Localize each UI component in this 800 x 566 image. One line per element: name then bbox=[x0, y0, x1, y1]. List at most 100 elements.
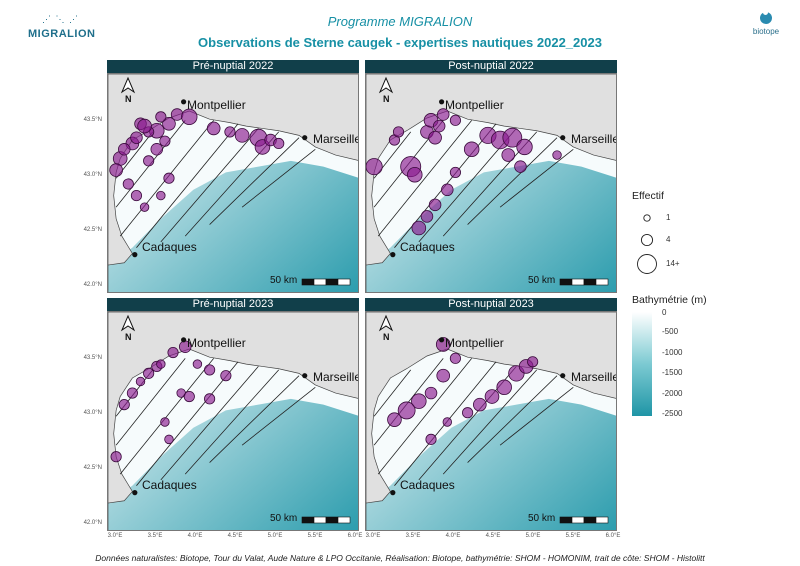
observation-marker bbox=[122, 178, 134, 190]
migralion-logo-text: MIGRALION bbox=[28, 28, 96, 40]
transect-line bbox=[119, 358, 214, 475]
bathymetry-tick: -1500 bbox=[662, 368, 683, 377]
effectif-symbol-large bbox=[637, 254, 657, 274]
observation-marker bbox=[501, 148, 516, 162]
bathymetry-tick: -2000 bbox=[662, 389, 683, 398]
scale-segment bbox=[337, 278, 351, 286]
north-arrow-icon bbox=[378, 76, 394, 94]
city-dot bbox=[302, 373, 308, 379]
map-canvas bbox=[108, 74, 358, 292]
observation-marker bbox=[170, 108, 184, 121]
lat-tick: 42.0°N bbox=[83, 282, 102, 288]
north-arrow-label: N bbox=[125, 332, 132, 342]
scale-segment bbox=[595, 516, 609, 524]
map-canvas bbox=[366, 312, 616, 530]
transect-line bbox=[115, 358, 186, 446]
continental-shelf bbox=[108, 111, 358, 266]
observation-marker bbox=[143, 155, 155, 167]
city-label-cadaques: Cadaques bbox=[400, 240, 455, 254]
scale-bar bbox=[559, 516, 609, 524]
observation-marker bbox=[162, 116, 176, 131]
observation-marker bbox=[163, 172, 175, 184]
transect-line bbox=[136, 123, 239, 248]
scale-label: 50 km bbox=[270, 513, 298, 524]
observation-marker bbox=[159, 135, 171, 147]
observation-marker bbox=[449, 352, 461, 364]
effectif-label: 1 bbox=[666, 213, 671, 222]
north-arrow-icon bbox=[120, 76, 136, 94]
observation-marker bbox=[181, 108, 198, 125]
scale-label: 50 km bbox=[528, 275, 556, 286]
lat-tick: 42.0°N bbox=[83, 520, 102, 526]
city-dot bbox=[439, 99, 445, 105]
observation-marker bbox=[220, 370, 232, 382]
city-label-cadaques: Cadaques bbox=[400, 478, 455, 492]
scale-segment bbox=[583, 516, 597, 524]
lat-tick: 42.5°N bbox=[83, 227, 102, 233]
scale-segment bbox=[559, 516, 573, 524]
scale-segment bbox=[337, 516, 351, 524]
main-title: Observations de Sterne caugek - expertis… bbox=[198, 35, 602, 50]
observation-marker bbox=[130, 190, 143, 202]
lat-tick: 42.5°N bbox=[83, 465, 102, 471]
lat-tick: 43.0°N bbox=[83, 172, 102, 178]
observation-marker bbox=[192, 359, 203, 369]
land bbox=[366, 312, 616, 530]
data-sources-footnote: Données naturalistes: Biotope, Tour du V… bbox=[95, 553, 705, 563]
city-dot bbox=[560, 373, 566, 379]
bathymetry-legend: Bathymétrie (m) 0 -500 -1000 -1500 -2000… bbox=[632, 294, 732, 424]
scale-bar bbox=[301, 278, 351, 286]
observation-marker bbox=[118, 399, 130, 411]
lat-tick: 43.0°N bbox=[83, 410, 102, 416]
transect-line bbox=[373, 358, 444, 446]
effectif-legend-symbols bbox=[637, 214, 657, 274]
observation-marker bbox=[502, 127, 523, 148]
bathymetry-tick: -500 bbox=[662, 327, 679, 336]
city-label-montpellier: Montpellier bbox=[445, 98, 504, 112]
map-canvas bbox=[366, 74, 616, 292]
observation-marker bbox=[436, 108, 450, 121]
panel-post-nuptial-2022: Post-nuptial 2022 Montpellier Marseille Ca… bbox=[365, 60, 617, 293]
city-dot bbox=[132, 490, 138, 496]
bird-flock-icon: ⋰ ⋱ ⋰ bbox=[42, 14, 80, 24]
observation-marker bbox=[428, 198, 442, 212]
lon-tick: 4.0°E bbox=[187, 533, 203, 539]
lon-tick: 4.0°E bbox=[445, 533, 461, 539]
lon-tick: 6.0°E bbox=[605, 533, 621, 539]
observation-marker bbox=[273, 137, 285, 150]
scale-segment bbox=[325, 516, 339, 524]
observation-marker bbox=[397, 401, 416, 420]
observation-marker bbox=[183, 390, 195, 403]
transect-line bbox=[377, 358, 472, 475]
map-area: Montpellier Marseille Cadaques N 50 km bbox=[365, 311, 617, 531]
observation-marker bbox=[204, 393, 216, 405]
city-label-marseille: Marseille bbox=[571, 132, 617, 146]
observation-marker bbox=[206, 121, 221, 136]
scale-segment bbox=[313, 516, 327, 524]
observation-marker bbox=[234, 128, 250, 143]
observation-marker bbox=[156, 190, 166, 201]
city-label-montpellier: Montpellier bbox=[187, 336, 246, 350]
transect-line bbox=[209, 375, 300, 463]
observation-marker bbox=[496, 379, 512, 396]
observation-marker bbox=[484, 389, 500, 404]
observation-marker bbox=[139, 202, 150, 212]
biotope-logo: biotope bbox=[748, 10, 784, 42]
lon-tick: 4.5°E bbox=[485, 533, 501, 539]
bathymetry-tick: -1000 bbox=[662, 348, 683, 357]
scale-bar bbox=[559, 278, 609, 286]
observation-marker bbox=[167, 346, 179, 359]
city-dot bbox=[439, 337, 445, 343]
lat-tick: 43.5°N bbox=[83, 117, 102, 123]
bathymetry-colorbar bbox=[632, 312, 652, 416]
city-dot bbox=[181, 99, 187, 105]
city-dot bbox=[560, 135, 566, 141]
lon-tick: 3.0°E bbox=[365, 533, 381, 539]
observation-marker bbox=[420, 210, 434, 223]
observation-marker bbox=[463, 141, 480, 158]
north-arrow-shape bbox=[120, 76, 136, 94]
city-label-cadaques: Cadaques bbox=[142, 240, 197, 254]
transect-line bbox=[467, 137, 558, 225]
city-dot bbox=[302, 135, 308, 141]
scale-segment bbox=[301, 516, 315, 524]
